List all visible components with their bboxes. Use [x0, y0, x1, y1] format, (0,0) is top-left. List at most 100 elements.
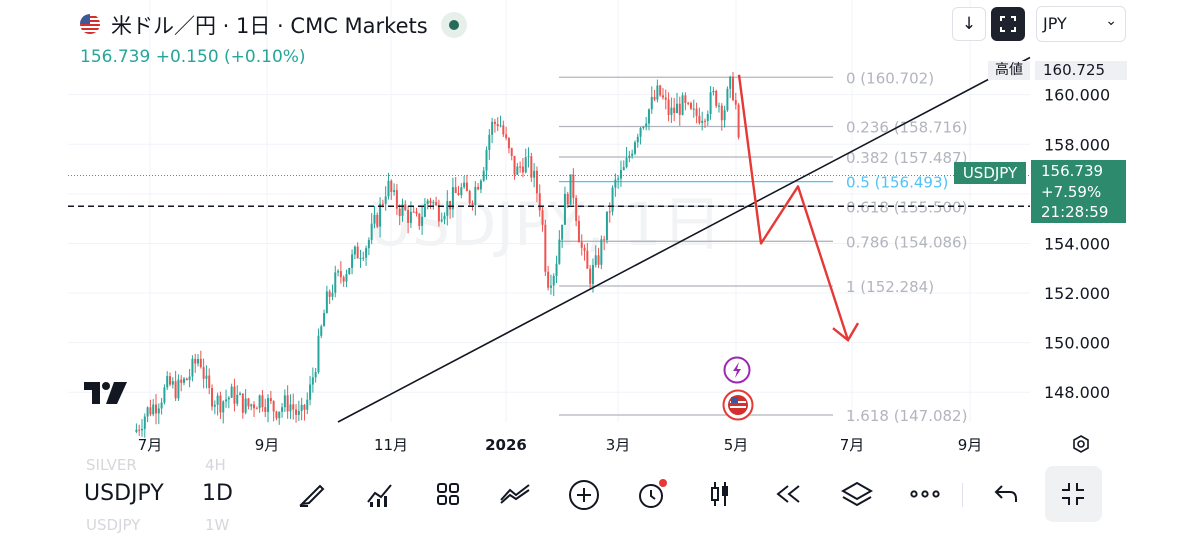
candle-body: [468, 191, 471, 204]
candle-body: [191, 358, 194, 377]
candle-body: [731, 76, 734, 100]
candle-body: [577, 220, 580, 243]
ghost-symbol-above: SILVER: [86, 456, 137, 474]
lightning-event-icon[interactable]: [723, 356, 751, 388]
candle: [297, 400, 300, 421]
candle: [138, 424, 141, 436]
candle-body: [163, 387, 166, 403]
compare-icon[interactable]: [498, 478, 534, 514]
layers-icon[interactable]: [840, 478, 874, 514]
us-flag-icon: [80, 14, 100, 34]
candle: [233, 378, 236, 412]
candle: [731, 72, 734, 102]
candle-body: [645, 123, 648, 127]
axis-settings-icon[interactable]: [1071, 434, 1091, 458]
candle: [421, 205, 424, 236]
exit-fullscreen-icon[interactable]: [1057, 478, 1089, 514]
exit-fullscreen-button[interactable]: [1045, 466, 1102, 522]
us-event-icon[interactable]: [722, 389, 754, 425]
candle-body: [561, 224, 564, 240]
candle-body: [370, 223, 373, 240]
candle: [328, 289, 331, 305]
candle-body: [535, 170, 538, 194]
x-tick-label: 9月: [255, 436, 280, 454]
more-icon[interactable]: [908, 478, 942, 514]
candle-body: [642, 126, 645, 129]
add-circle-icon[interactable]: [567, 478, 601, 516]
y-tick-label: 160.000: [1044, 86, 1110, 105]
candle-body: [199, 358, 202, 368]
download-icon: ↓: [961, 14, 977, 34]
candle-body: [216, 395, 219, 405]
candle-body: [547, 271, 550, 288]
layout-grid-icon[interactable]: [432, 478, 464, 514]
candle-body: [656, 85, 659, 100]
candle: [334, 265, 337, 298]
candle-body: [135, 429, 138, 432]
candle: [177, 374, 180, 401]
candle: [180, 375, 183, 392]
ghost-interval-above: 4H: [205, 456, 226, 474]
candle-body: [485, 149, 488, 171]
candle: [384, 186, 387, 211]
currency-select[interactable]: JPY ⌄: [1036, 6, 1126, 42]
candles-icon[interactable]: [704, 478, 736, 514]
candle-body: [345, 274, 348, 282]
candle: [306, 392, 309, 415]
candle: [202, 358, 205, 389]
candle-body: [717, 105, 720, 107]
candle: [558, 230, 561, 265]
candle: [726, 86, 729, 112]
candle: [614, 173, 617, 197]
candle: [589, 265, 592, 290]
symbol-picker[interactable]: USDJPY: [84, 481, 164, 506]
interval-picker[interactable]: 1D: [202, 481, 233, 506]
candle: [244, 389, 247, 415]
replay-icon[interactable]: [772, 478, 804, 514]
candle-body: [502, 125, 505, 135]
candle: [561, 224, 564, 248]
fib-level-label: 0 (160.702): [846, 69, 934, 87]
tradingview-logo[interactable]: [84, 382, 128, 408]
candle-body: [670, 107, 673, 115]
candle: [653, 89, 656, 102]
candlestick-series: [135, 72, 740, 438]
candle: [278, 411, 281, 425]
candle-body: [393, 190, 396, 192]
candle: [292, 393, 295, 420]
candle: [230, 383, 233, 398]
candle-body: [250, 404, 253, 407]
x-tick-label: 3月: [606, 436, 631, 454]
indicators-icon[interactable]: [364, 478, 396, 514]
candle: [446, 190, 449, 226]
candle: [261, 390, 264, 412]
candle: [502, 120, 505, 137]
candle: [499, 115, 502, 128]
high-label: 高値: [988, 61, 1030, 80]
candle-body: [401, 204, 404, 216]
candle-body: [675, 103, 678, 114]
candle: [622, 160, 625, 171]
candle-body: [166, 376, 169, 388]
candle-body: [286, 395, 289, 412]
download-button[interactable]: ↓: [952, 7, 986, 41]
fullscreen-button[interactable]: [991, 7, 1025, 41]
candle-body: [723, 110, 726, 121]
ghost-symbol-below: USDJPY: [86, 516, 141, 534]
market-status-icon[interactable]: [441, 12, 467, 38]
candle-body: [317, 335, 320, 373]
candle-body: [211, 387, 214, 407]
undo-icon[interactable]: [990, 478, 1022, 514]
candle: [429, 197, 432, 209]
candle-body: [177, 379, 180, 399]
alert-clock-icon[interactable]: [635, 478, 669, 516]
candle: [678, 96, 681, 126]
brush-tool-icon[interactable]: [296, 478, 328, 514]
candle-body: [415, 211, 418, 214]
candle: [269, 390, 272, 405]
candle: [373, 205, 376, 229]
candle: [474, 181, 477, 216]
candle: [331, 284, 334, 301]
candle: [541, 206, 544, 232]
